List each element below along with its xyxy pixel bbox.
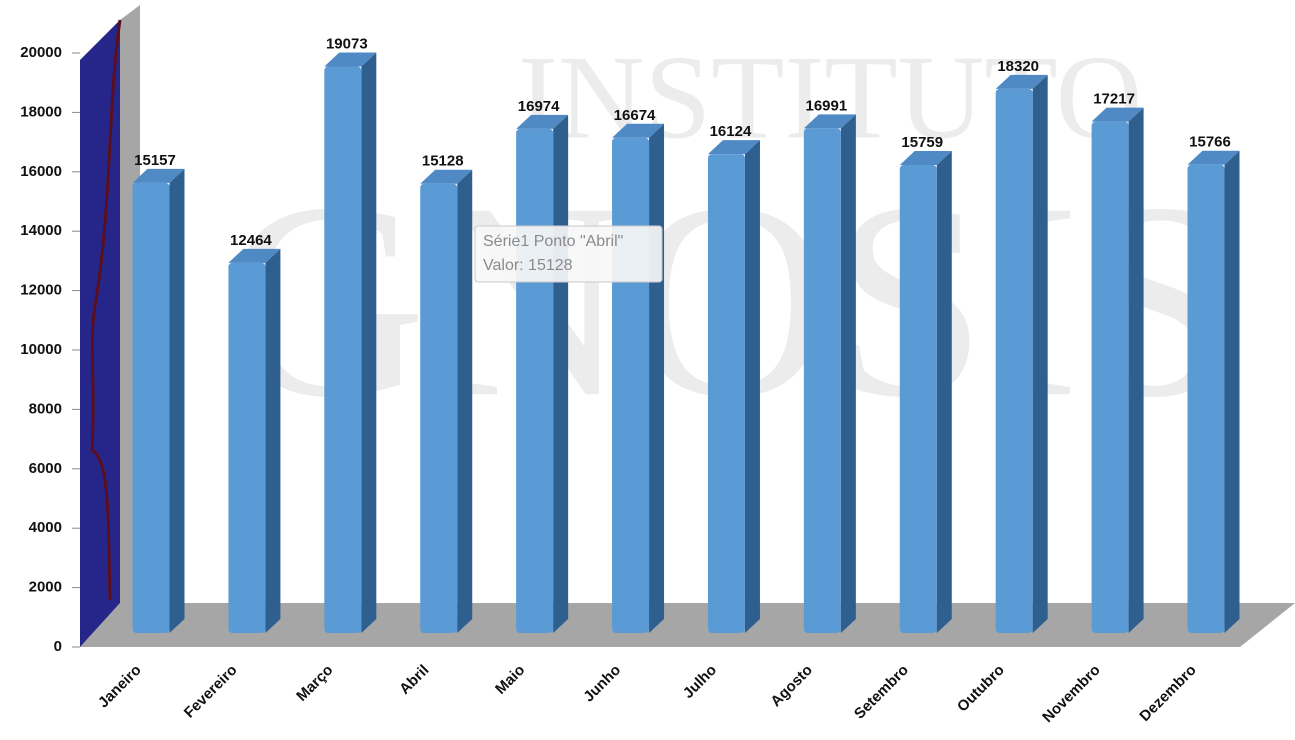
bar-side [1032,74,1048,634]
x-tick-label: Abril [396,662,432,698]
y-tick-label: 14000 [20,222,62,239]
x-tick-label: Janeiro [95,662,145,712]
value-label: 15766 [1189,134,1231,151]
bar [995,88,1033,633]
y-tick-label: 18000 [20,103,62,120]
y-tick-label: 2000 [29,579,62,596]
bar-top [803,114,856,129]
y-tick-label: 20000 [20,44,62,61]
bar [132,182,170,633]
bar [612,137,650,633]
bar [899,164,937,633]
bar-side [744,140,760,634]
y-tick-label: 12000 [20,282,62,299]
x-tick-label: Março [293,662,336,705]
y-tick-label: 8000 [29,400,62,417]
bar-side [649,123,665,634]
bar-side [936,150,952,633]
bar [1187,164,1225,633]
x-tick-label: Outubro [954,662,1008,716]
bar-side [1128,107,1144,634]
bar-top [612,123,665,138]
bar-top [1187,150,1240,165]
tooltip-line: Série1 Ponto "Abril" [483,233,623,250]
bar-top [228,248,281,263]
value-label: 19073 [326,36,368,53]
x-tick-label: Dezembro [1136,662,1199,725]
bar [803,128,841,633]
bar-side [1224,150,1240,633]
wall-edge [90,19,122,601]
value-label: 16974 [518,98,560,115]
value-label: 12464 [230,232,272,249]
x-tick-label: Fevereiro [181,662,241,722]
tooltip: Série1 Ponto "Abril" Valor: 15128 [474,225,663,283]
bar [420,183,458,633]
x-tick-label: Novembro [1039,662,1103,726]
value-label: 17217 [1093,91,1135,108]
bar [228,262,266,633]
y-tick-label: 4000 [29,519,62,536]
bar-top [132,168,185,183]
x-tick-label: Julho [680,662,720,702]
y-tick-label: 10000 [20,341,62,358]
tooltip-box [474,225,663,283]
bar-side [553,114,569,634]
bar-side [457,169,473,633]
value-label: 15157 [134,152,176,169]
x-tick-label: Agosto [767,662,816,711]
bar-side [265,248,281,633]
bar-top [707,140,760,155]
floor [80,603,1295,647]
bar-top [1091,107,1144,122]
y-tick-label: 16000 [20,163,62,180]
bar-top [899,150,952,165]
value-label: 18320 [997,58,1039,75]
x-tick-label: Setembro [851,662,912,723]
value-label: 15759 [901,134,943,151]
y-tick-label: 6000 [29,460,62,477]
x-tick-label: Junho [580,662,624,706]
side-wall [80,20,120,647]
bar-top [516,114,569,129]
value-label: 16991 [806,97,848,114]
bar-side [169,168,185,633]
bar [516,128,554,633]
bar [1091,121,1129,634]
bar-side [840,114,856,633]
x-tick-label: Maio [492,662,528,698]
tooltip-line: Valor: 15128 [483,257,573,274]
value-label: 15128 [422,153,464,170]
bar-side [361,52,377,633]
bar [707,154,745,634]
bar-top [995,74,1048,89]
bar [324,66,362,633]
bar-top [420,169,473,184]
value-label: 16674 [614,107,656,124]
value-label: 16124 [710,123,752,140]
bar-top [324,52,377,67]
y-tick-label: 0 [54,638,62,655]
